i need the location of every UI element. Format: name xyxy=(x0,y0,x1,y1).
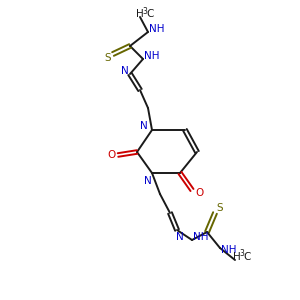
Text: N: N xyxy=(144,176,152,186)
Text: H: H xyxy=(136,9,144,19)
Text: NH: NH xyxy=(149,24,165,34)
Text: NH: NH xyxy=(193,232,209,242)
Text: N: N xyxy=(121,66,129,76)
Text: 3: 3 xyxy=(240,250,244,259)
Text: O: O xyxy=(195,188,203,198)
Text: NH: NH xyxy=(144,51,160,61)
Text: N: N xyxy=(140,121,148,131)
Text: NH: NH xyxy=(221,245,237,255)
Text: O: O xyxy=(107,150,115,160)
Text: N: N xyxy=(176,232,184,242)
Text: C: C xyxy=(243,252,251,262)
Text: 3: 3 xyxy=(142,7,147,16)
Text: S: S xyxy=(217,203,223,213)
Text: C: C xyxy=(146,9,154,19)
Text: S: S xyxy=(105,53,111,63)
Text: H: H xyxy=(233,252,241,262)
